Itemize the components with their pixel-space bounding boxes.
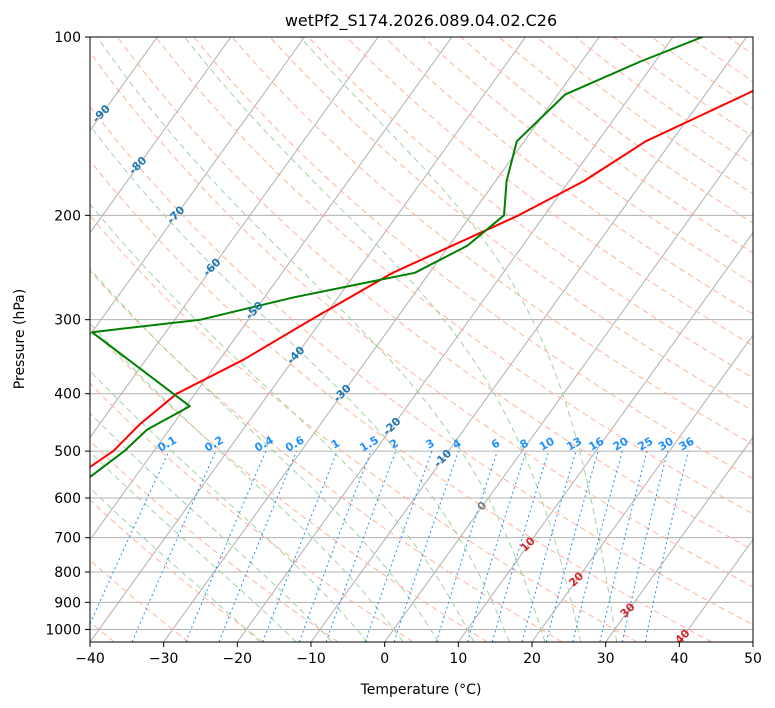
x-tick-label: −30 [149, 651, 179, 667]
dry-adiabat-line [90, 440, 339, 642]
dry-adiabat-line [155, 37, 753, 515]
x-tick-label: −10 [296, 651, 326, 667]
isotherm-line [457, 231, 753, 642]
isotherm-line [90, 37, 453, 541]
mixing-ratio-line [621, 450, 669, 642]
mixing-ratio-line [185, 450, 267, 642]
mixing-ratio-line [262, 450, 338, 642]
dry-adiabat-line [384, 37, 753, 315]
moist-adiabat-line [90, 370, 369, 642]
mixing-ratio-line [218, 450, 298, 642]
background-lines [90, 37, 753, 642]
x-tick-label: −40 [75, 651, 105, 667]
dry-adiabat-line [90, 51, 753, 588]
dry-adiabat-line [231, 37, 753, 445]
dewpoint-curve [90, 37, 703, 478]
y-tick-label: 800 [54, 565, 81, 581]
isotherm-line [90, 37, 232, 234]
y-tick-label: 600 [54, 491, 81, 507]
moist-adiabat-line [90, 124, 510, 642]
isotherm-line [236, 37, 674, 642]
y-tick-label: 900 [54, 595, 81, 611]
mixing-ratio-line [393, 450, 460, 642]
moist-adiabat-line [90, 451, 297, 642]
dry-adiabat-line [117, 37, 753, 551]
axes: −40 −30 −20 −10 0 10 20 30 40 50 100 200 300 400 500 60… [45, 30, 762, 667]
isotherm-line [384, 129, 753, 642]
x-axis-label: Temperature (°C) [360, 682, 482, 698]
dry-adiabat-line [90, 499, 264, 642]
dry-adiabat-line [90, 382, 414, 642]
moist-adiabat-line [90, 203, 475, 642]
mixing-ratio-line [298, 450, 372, 642]
sounding-lines [90, 37, 753, 478]
temperature-curve [90, 89, 753, 469]
x-tick-label: 0 [380, 651, 389, 667]
isotherm-line [163, 37, 600, 642]
isotherm-line [90, 37, 306, 336]
mixing-ratio-line [90, 450, 170, 625]
moist-adiabat-line [299, 37, 618, 642]
mixing-ratio-line [491, 450, 550, 642]
mixing-ratio-line [545, 450, 599, 642]
mixing-ratio-line [572, 450, 623, 642]
x-tick-label: −20 [223, 651, 253, 667]
y-tick-label: 200 [54, 208, 81, 224]
dry-adiabat-line [90, 326, 488, 642]
mixing-ratio-line [435, 450, 498, 642]
mixing-ratio-line [364, 450, 433, 642]
y-axis-label: Pressure (hPa) [12, 289, 28, 389]
dry-adiabat-line [422, 37, 753, 284]
moist-adiabat-line [90, 268, 439, 642]
y-tick-label: 300 [54, 313, 81, 329]
mixing-ratio-line [644, 450, 689, 642]
isotherm-line [678, 538, 753, 642]
mixing-ratio-line [521, 450, 577, 642]
y-tick-label: 700 [54, 531, 81, 547]
moist-adiabat-line [90, 487, 261, 642]
x-tick-label: 50 [744, 651, 762, 667]
x-tick-label: 40 [670, 651, 688, 667]
mixing-ratio-line [467, 450, 527, 642]
y-tick-label: 1000 [45, 622, 81, 638]
moist-adiabat-line [96, 37, 546, 642]
x-tick-label: 20 [523, 651, 541, 667]
dry-adiabat-line [193, 37, 753, 480]
mixing-ratio-line [131, 450, 217, 642]
y-tick-label: 400 [54, 387, 81, 403]
isotherm-line [90, 37, 527, 642]
dry-adiabat-line [269, 37, 753, 412]
isotherm-line [605, 436, 753, 642]
dry-adiabat-line [90, 160, 712, 642]
y-tick-label: 100 [54, 30, 81, 46]
plot-frame [89, 36, 754, 643]
isotherm-line [90, 37, 379, 439]
x-tick-label: 30 [597, 651, 615, 667]
x-tick-label: 10 [449, 651, 467, 667]
moist-adiabat-line [90, 322, 404, 642]
y-tick-label: 500 [54, 444, 81, 460]
dry-adiabat-line [90, 105, 753, 626]
mixing-ratio-line [325, 450, 397, 642]
dry-adiabat-line [90, 270, 563, 642]
isotherm-line [531, 334, 753, 642]
chart-title: wetPf2_S174.2026.089.04.02.C26 [285, 11, 557, 31]
mixing-ratio-line [599, 450, 648, 642]
dry-adiabat-line [90, 214, 638, 642]
